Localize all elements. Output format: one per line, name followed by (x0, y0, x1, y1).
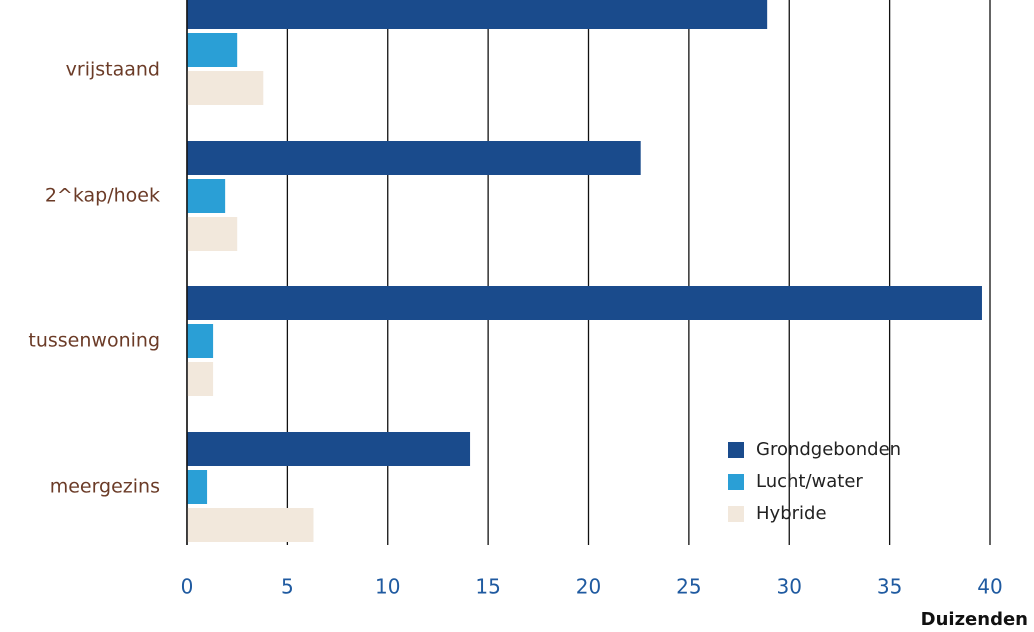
bar (187, 286, 982, 320)
x-tick-label: 30 (777, 575, 802, 599)
x-tick-label: 35 (877, 575, 902, 599)
bar (187, 33, 238, 67)
x-tick-label: 10 (375, 575, 400, 599)
category-label: meergezins (50, 476, 160, 498)
bar (187, 362, 214, 396)
legend-swatch (728, 474, 744, 490)
x-tick-label: 20 (576, 575, 601, 599)
x-axis-label: Duizenden (921, 609, 1028, 630)
bar (187, 71, 264, 105)
category-label: tussenwoning (28, 330, 160, 352)
legend-label: Lucht/water (756, 471, 863, 492)
legend-label: Hybride (756, 503, 827, 524)
x-tick-label: 25 (676, 575, 701, 599)
bar (187, 0, 768, 29)
bar (187, 470, 208, 504)
bar (187, 508, 314, 542)
bar (187, 179, 226, 213)
bar (187, 141, 641, 175)
x-tick-label: 5 (281, 575, 294, 599)
x-tick-label: 0 (181, 575, 194, 599)
bar (187, 432, 471, 466)
bar (187, 217, 238, 251)
x-tick-label: 40 (977, 575, 1002, 599)
legend-swatch (728, 442, 744, 458)
category-label: vrijstaand (66, 59, 160, 81)
bar (187, 324, 214, 358)
x-tick-label: 15 (475, 575, 500, 599)
legend-swatch (728, 506, 744, 522)
category-label: 2^kap/hoek (45, 185, 160, 207)
legend-label: Grondgebonden (756, 439, 901, 460)
